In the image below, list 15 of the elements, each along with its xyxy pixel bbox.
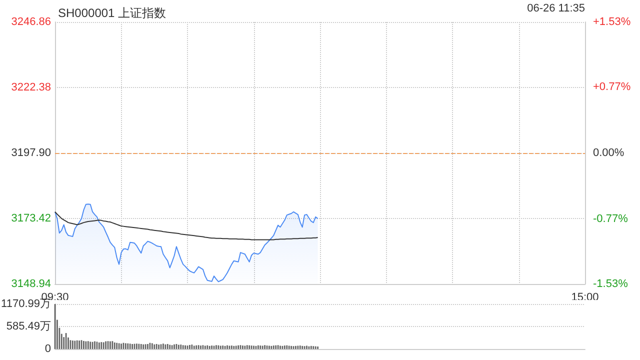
y-tick-label: 3197.90	[11, 147, 51, 159]
y2-tick-label: 0.00%	[593, 147, 624, 159]
y2-tick-label: +1.53%	[593, 16, 631, 28]
y-tick-label: 585.49万	[6, 320, 51, 332]
y2-tick-label: +0.77%	[593, 81, 631, 94]
y-tick-label: 3148.94	[11, 278, 51, 290]
line-series	[54, 211, 318, 240]
y-tick-label: 3173.42	[11, 212, 51, 224]
y-tick-label: 3246.86	[11, 16, 51, 28]
text: 06-26 11:35	[527, 2, 586, 14]
y2-tick-label: -1.53%	[593, 278, 628, 290]
y-tick-label: 0	[44, 343, 51, 355]
y2-tick-label: -0.77%	[593, 212, 628, 225]
y-tick-label: 3222.38	[11, 82, 51, 94]
chart-title: SH000001 上证指数	[58, 6, 166, 20]
